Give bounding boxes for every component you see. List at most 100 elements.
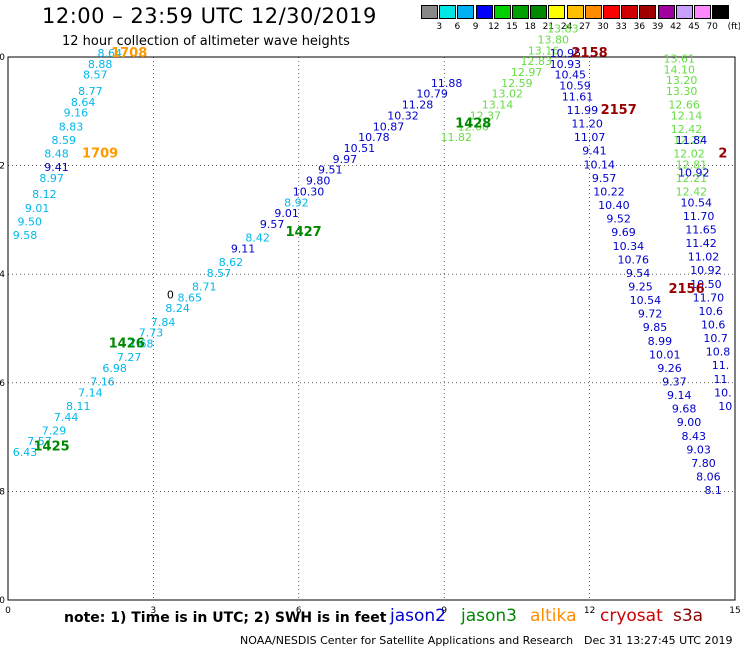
wave-height-point: 12.81: [676, 158, 708, 171]
wave-height-point: 11.82: [441, 131, 473, 144]
y-tick-label: -58: [0, 487, 5, 497]
color-scale-swatch: [603, 5, 620, 19]
timestamp-text: Dec 31 13:27:45 UTC 2019: [584, 634, 733, 647]
color-scale-swatch: [566, 5, 584, 19]
color-scale-label: 21: [542, 22, 555, 32]
color-scale-label: 24: [560, 22, 573, 32]
color-scale-swatch: [548, 5, 566, 19]
wave-height-point: 7.68: [129, 338, 154, 351]
wave-height-point: 12.14: [671, 109, 703, 122]
color-scale-label: 15: [506, 22, 518, 32]
wave-height-point: 10.54: [680, 196, 712, 209]
wave-height-point: 13.80: [538, 33, 570, 46]
wave-height-point: 10.50: [690, 278, 722, 291]
wave-height-point: 11.70: [683, 210, 715, 223]
wave-height-point: 8.77: [78, 85, 103, 98]
wave-height-point: 13.83: [547, 23, 579, 36]
wave-height-point: 9.72: [638, 308, 663, 321]
color-scale-swatch: [457, 5, 475, 19]
wave-height-point: 9.01: [274, 207, 299, 220]
wave-height-point: 8.64: [71, 96, 96, 109]
wave-height-point: 11.02: [688, 251, 720, 264]
x-tick-label: 9: [441, 606, 447, 616]
wave-height-point: 9.41: [44, 161, 69, 174]
wave-height-point: 12.42: [676, 185, 708, 198]
wave-height-point: 10.01: [649, 348, 681, 361]
wave-height-point: 12.59: [501, 77, 533, 90]
wave-height-point: 6.43: [13, 446, 38, 459]
wave-height-point: 7.84: [151, 316, 176, 329]
wave-height-point: 8.64: [98, 47, 123, 60]
y-tick-label: -54: [0, 270, 5, 280]
wave-height-point: 10.95: [550, 47, 582, 60]
wave-height-point: 10: [718, 400, 732, 413]
wave-height-point: 9.51: [318, 164, 343, 177]
wave-height-point: 12.97: [511, 66, 543, 79]
wave-height-point: 10.92: [690, 264, 722, 277]
credit-text: NOAA/NESDIS Center for Satellite Applica…: [240, 634, 574, 647]
wave-height-point: 12.27: [673, 134, 705, 147]
wave-height-point: 11.65: [685, 223, 717, 236]
x-tick-label: 3: [151, 606, 157, 616]
color-scale-swatch: [439, 5, 457, 19]
wave-height-point: 8.92: [284, 196, 309, 209]
wave-height-point: 8.97: [39, 172, 64, 185]
wave-height-point: 8.1: [704, 484, 722, 497]
wave-height-point: 13.16: [528, 44, 560, 57]
wave-height-point: 10.22: [593, 185, 625, 198]
color-scale-label: 3: [436, 22, 443, 32]
wave-height-point: 9.00: [677, 416, 702, 429]
wave-height-point: 9.26: [657, 362, 682, 375]
wave-height-point: 12.02: [673, 147, 705, 160]
wave-height-point: 8.99: [648, 335, 673, 348]
color-scale-swatch: [493, 5, 511, 19]
wave-height-point: 12.21: [676, 172, 708, 185]
wave-height-point: 11: [713, 373, 727, 386]
wave-height-point: 8.57: [207, 267, 232, 280]
wave-height-point: 8.11: [66, 400, 91, 413]
wave-height-point: 11.61: [562, 90, 594, 103]
color-scale-label: 9: [472, 22, 479, 32]
wave-height-point: 11.20: [571, 118, 603, 131]
wave-height-point: 10.92: [678, 166, 710, 179]
wave-height-point: 8.83: [59, 120, 84, 133]
wave-height-point: 10.87: [373, 120, 405, 133]
wave-height-point: 10.45: [554, 69, 586, 82]
wave-height-point: 10.7: [703, 332, 728, 345]
color-scale-label: 36: [633, 22, 646, 32]
wave-height-point: 9.80: [306, 175, 331, 188]
wave-height-point: 14.10: [664, 63, 696, 76]
wave-height-point: 11.84: [676, 134, 708, 147]
color-scale-label: 42: [670, 22, 682, 32]
pass-time-label: 2: [718, 146, 727, 161]
wave-height-point: 9.52: [606, 213, 631, 226]
wave-height-point: 8.71: [192, 280, 217, 293]
x-tick-label: 12: [584, 606, 595, 616]
footer-note: note: 1) Time is in UTC; 2) SWH is in fe…: [64, 610, 387, 626]
wave-height-point: 8.88: [88, 58, 113, 71]
wave-height-point: 9.37: [662, 376, 687, 389]
x-tick-label: 15: [729, 606, 740, 616]
wave-height-point: 12.37: [470, 109, 502, 122]
wave-height-point: 10.59: [559, 80, 591, 93]
wave-height-point: 10.: [714, 386, 732, 399]
wave-height-point: 9.68: [672, 403, 697, 416]
wave-height-point: 7.73: [139, 327, 164, 340]
wave-height-point: 9.58: [13, 229, 38, 242]
color-scale-swatch: [530, 5, 548, 19]
wave-height-point: 8.06: [696, 471, 721, 484]
wave-height-point: 9.11: [231, 242, 256, 255]
color-scale-label: 27: [579, 22, 591, 32]
wave-height-point: 10.30: [293, 185, 325, 198]
wave-height-point: 8.62: [219, 256, 244, 269]
wave-height-point: 8.12: [32, 188, 57, 201]
wave-height-point: 8.48: [44, 147, 69, 160]
wave-height-point: 10.32: [387, 109, 419, 122]
pass-time-label: 2157: [601, 103, 637, 118]
y-tick-label: -56: [0, 379, 5, 389]
wave-height-point: 8.24: [165, 302, 190, 315]
wave-height-point: 10.79: [416, 88, 448, 101]
wave-height-point: 11.07: [574, 131, 606, 144]
pass-time-label: 2156: [668, 282, 704, 297]
wave-height-point: 11.28: [402, 99, 434, 112]
